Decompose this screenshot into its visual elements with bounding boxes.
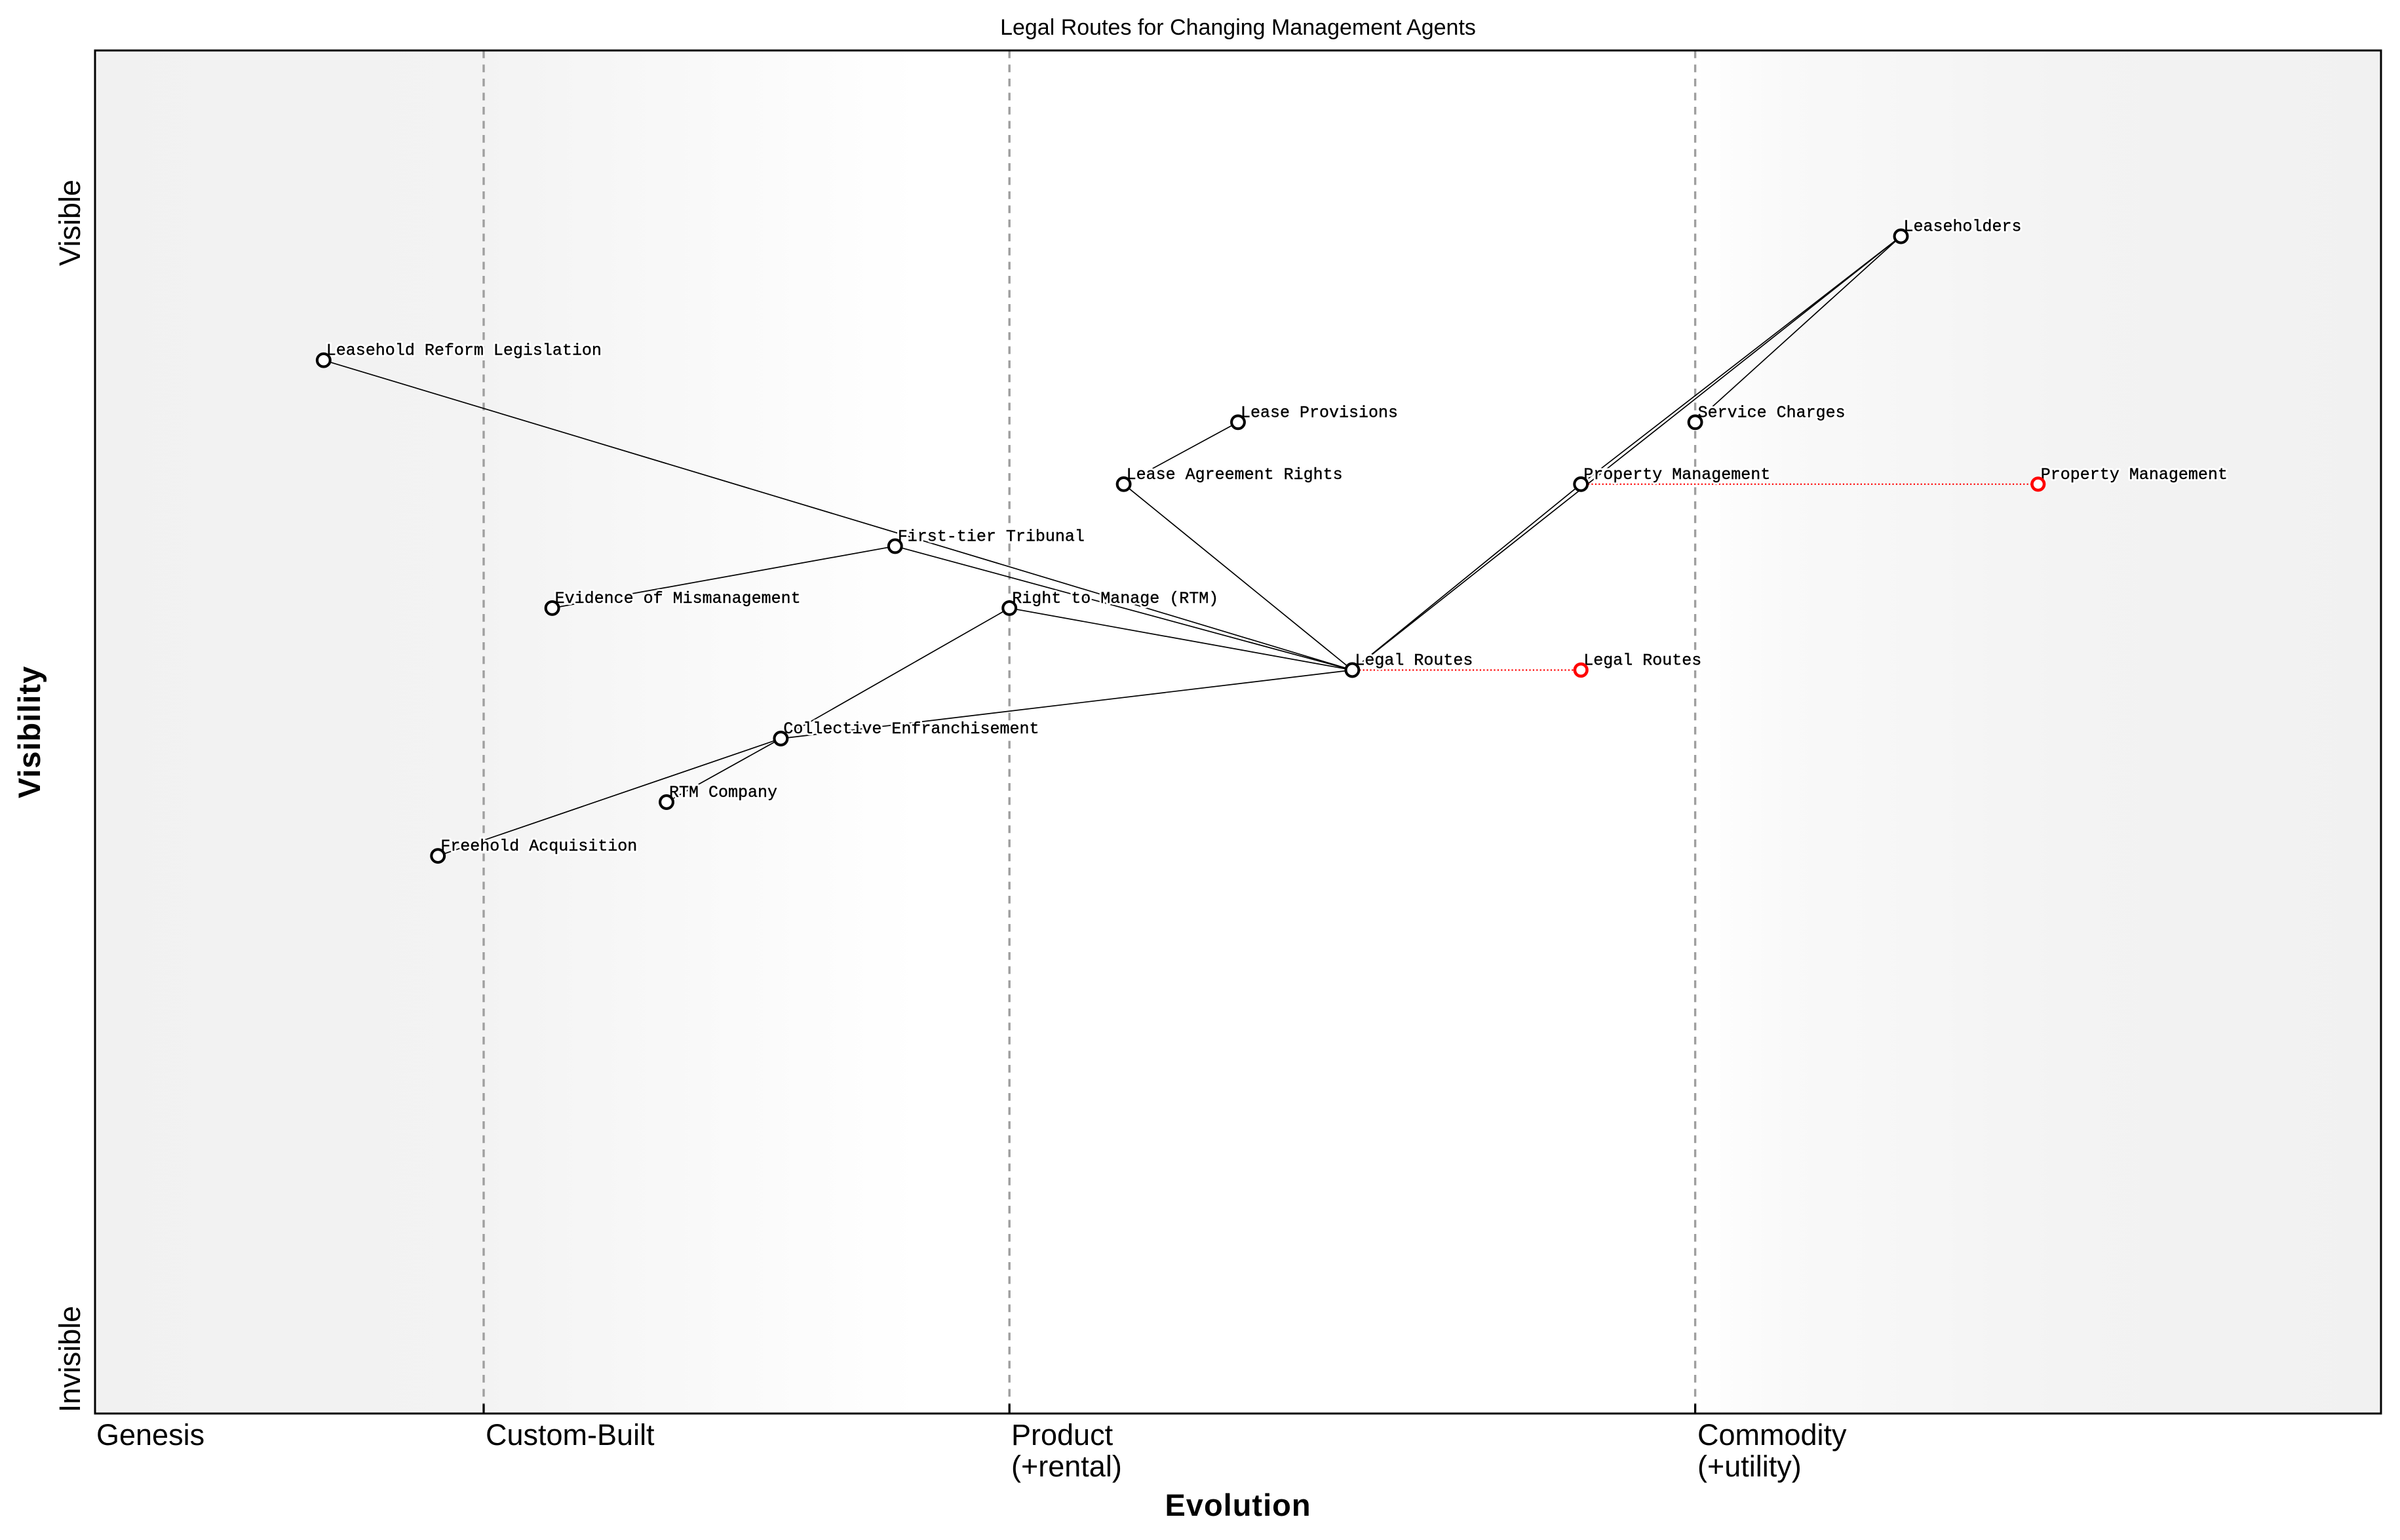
svg-text:Right to Manage (RTM): Right to Manage (RTM)	[1012, 589, 1218, 608]
svg-text:RTM Company: RTM Company	[669, 783, 777, 802]
svg-text:Legal Routes: Legal Routes	[1355, 651, 1473, 670]
svg-text:Lease Agreement Rights: Lease Agreement Rights	[1127, 465, 1343, 484]
svg-text:Leasehold Reform Legislation: Leasehold Reform Legislation	[326, 341, 602, 360]
svg-text:Property Management: Property Management	[2041, 465, 2228, 484]
svg-text:Visible: Visible	[53, 180, 87, 266]
svg-text:Property Management: Property Management	[2041, 465, 2228, 484]
svg-text:Visibility: Visibility	[12, 666, 47, 798]
svg-text:Evidence of Mismanagement: Evidence of Mismanagement	[555, 589, 801, 608]
svg-text:Freehold Acquisition: Freehold Acquisition	[440, 837, 637, 856]
svg-text:(+rental): (+rental)	[1011, 1450, 1122, 1483]
svg-text:Legal Routes for Changing Mana: Legal Routes for Changing Management Age…	[1000, 15, 1476, 40]
svg-text:Legal Routes: Legal Routes	[1355, 651, 1473, 670]
svg-text:Collective Enfranchisement: Collective Enfranchisement	[783, 720, 1039, 739]
svg-text:Lease Provisions: Lease Provisions	[1241, 403, 1398, 422]
svg-text:Leaseholders: Leaseholders	[1904, 218, 2022, 237]
svg-text:First-tier Tribunal: First-tier Tribunal	[898, 527, 1085, 546]
svg-text:Legal Routes: Legal Routes	[1583, 651, 1701, 670]
svg-text:Right to Manage (RTM): Right to Manage (RTM)	[1012, 589, 1218, 608]
svg-text:Property Management: Property Management	[1583, 465, 1770, 484]
svg-text:Freehold Acquisition: Freehold Acquisition	[440, 837, 637, 856]
svg-text:(+utility): (+utility)	[1697, 1450, 1802, 1483]
svg-text:Invisible: Invisible	[53, 1306, 87, 1413]
svg-text:Genesis: Genesis	[96, 1418, 204, 1452]
svg-text:Lease Agreement Rights: Lease Agreement Rights	[1127, 465, 1343, 484]
svg-text:RTM Company: RTM Company	[669, 783, 777, 802]
svg-text:Commodity: Commodity	[1697, 1418, 1847, 1452]
svg-text:Custom-Built: Custom-Built	[486, 1418, 655, 1452]
svg-text:Evidence of Mismanagement: Evidence of Mismanagement	[555, 589, 801, 608]
svg-text:Lease Provisions: Lease Provisions	[1241, 403, 1398, 422]
svg-text:Leaseholders: Leaseholders	[1904, 218, 2022, 237]
svg-text:Legal Routes: Legal Routes	[1583, 651, 1701, 670]
svg-text:First-tier Tribunal: First-tier Tribunal	[898, 527, 1085, 546]
svg-text:Leasehold Reform Legislation: Leasehold Reform Legislation	[326, 341, 602, 360]
svg-text:Collective Enfranchisement: Collective Enfranchisement	[783, 720, 1039, 739]
svg-text:Service Charges: Service Charges	[1698, 403, 1846, 422]
svg-text:Product: Product	[1011, 1418, 1113, 1452]
svg-text:Service Charges: Service Charges	[1698, 403, 1846, 422]
svg-text:Evolution: Evolution	[1165, 1488, 1311, 1522]
svg-text:Property Management: Property Management	[1583, 465, 1770, 484]
